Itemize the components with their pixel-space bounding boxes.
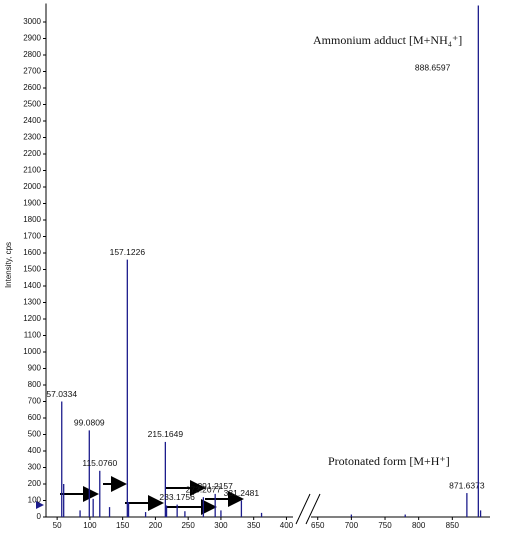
x-tick-label: 300 — [214, 521, 228, 530]
peak-label: 99.0809 — [74, 418, 105, 428]
y-tick-label: 3000 — [23, 17, 41, 26]
y-tick-label: 1300 — [23, 298, 41, 307]
x-tick-label: 650 — [311, 521, 325, 530]
y-tick-label: 1200 — [23, 314, 41, 323]
y-tick-label: 2700 — [23, 67, 41, 76]
y-tick-label: 1700 — [23, 232, 41, 241]
y-tick-label: 2600 — [23, 83, 41, 92]
y-tick-label: 1400 — [23, 281, 41, 290]
peak-label: 115.0760 — [82, 458, 117, 468]
peak-label: 871.6373 — [449, 480, 485, 490]
y-tick-label: 500 — [28, 430, 42, 439]
y-tick-label: 400 — [28, 446, 42, 455]
peak-label: 57.0334 — [46, 389, 77, 399]
y-tick-label: 900 — [28, 364, 42, 373]
peak-label: 273.2077 — [186, 484, 222, 494]
y-axis-label: Intensity, cps — [4, 242, 13, 288]
y-tick-label: 2400 — [23, 116, 41, 125]
axis-marker — [36, 501, 44, 509]
peak-label: 215.1649 — [148, 429, 184, 439]
fragment-arrows — [60, 476, 244, 515]
y-tick-label: 2900 — [23, 34, 41, 43]
x-tick-label: 700 — [345, 521, 359, 530]
y-tick-label: 1800 — [23, 215, 41, 224]
x-tick-label: 850 — [446, 521, 460, 530]
y-tick-label: 1100 — [24, 331, 42, 340]
x-tick-label: 750 — [378, 521, 392, 530]
x-tick-label: 150 — [116, 521, 130, 530]
x-tick-label: 50 — [53, 521, 62, 530]
y-tick-label: 700 — [28, 397, 42, 406]
y-tick-label: 1000 — [23, 347, 41, 356]
peak-label: 291.2157 — [197, 481, 233, 491]
peak-label: 233.1756 — [159, 492, 195, 502]
y-tick-label: 600 — [28, 413, 42, 422]
axis-break — [305, 493, 321, 525]
y-tick-label: 800 — [28, 380, 42, 389]
peak-label: 888.6597 — [415, 62, 451, 72]
y-tick-label: 1900 — [23, 199, 41, 208]
peak-label: 331.2481 — [224, 488, 260, 498]
y-tick-label: 2300 — [23, 133, 41, 142]
annotation: Protonated form [M+H⁺] — [328, 454, 450, 468]
y-tick-label: 100 — [28, 496, 42, 505]
x-tick-label: 800 — [412, 521, 426, 530]
y-tick-label: 0 — [37, 512, 42, 521]
y-tick-label: 300 — [28, 463, 42, 472]
y-tick-label: 200 — [28, 479, 42, 488]
y-tick-label: 2000 — [23, 182, 41, 191]
x-tick-label: 200 — [149, 521, 163, 530]
x-tick-label: 350 — [247, 521, 261, 530]
x-tick-label: 250 — [181, 521, 195, 530]
x-tick-label: 100 — [83, 521, 97, 530]
y-tick-label: 2800 — [23, 50, 41, 59]
peak-label: 157.1226 — [110, 247, 146, 257]
y-tick-label: 1600 — [23, 248, 41, 257]
y-tick-label: 2200 — [23, 149, 41, 158]
y-tick-label: 2500 — [23, 100, 41, 109]
x-tick-label: 400 — [280, 521, 294, 530]
y-tick-label: 1500 — [23, 265, 41, 274]
y-tick-label: 2100 — [23, 166, 41, 175]
annotation: Ammonium adduct [M+NH₄⁺] — [313, 33, 462, 47]
axis-break — [295, 493, 311, 525]
